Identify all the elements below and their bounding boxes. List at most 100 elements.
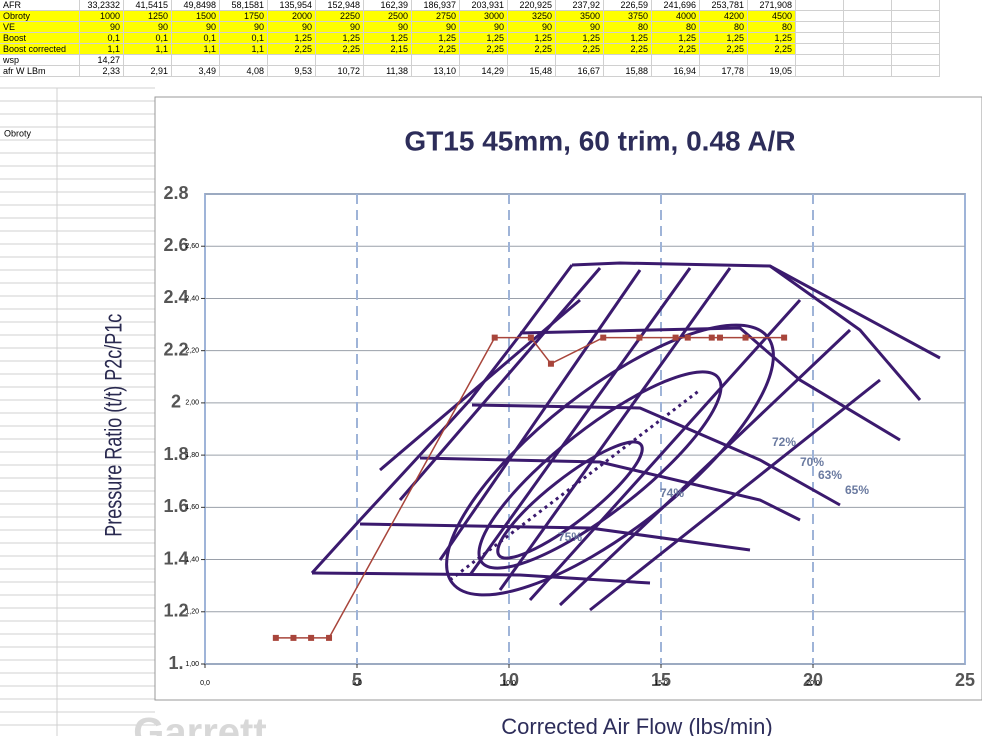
cell bbox=[460, 55, 508, 66]
cell: 186,937 bbox=[412, 0, 460, 11]
cell: 1,25 bbox=[508, 33, 556, 44]
efficiency-label: 75% bbox=[558, 530, 582, 544]
cell: 3000 bbox=[460, 11, 508, 22]
cell: 13,10 bbox=[412, 66, 460, 77]
cell: 90 bbox=[412, 22, 460, 33]
cell bbox=[604, 55, 652, 66]
x-tick-label: 0,0 bbox=[200, 680, 210, 687]
map-x-label: Corrected Air Flow (lbs/min) bbox=[501, 714, 772, 736]
top-line bbox=[571, 261, 941, 360]
cell: AFR bbox=[0, 0, 80, 11]
cell: 14,27 bbox=[80, 55, 124, 66]
series-marker bbox=[272, 634, 279, 641]
cell: 90 bbox=[220, 22, 268, 33]
cell bbox=[892, 55, 940, 66]
cell: 3250 bbox=[508, 11, 556, 22]
series-marker bbox=[491, 334, 498, 341]
cell: 1000 bbox=[80, 11, 124, 22]
cell bbox=[796, 11, 844, 22]
map-y-label: Pressure Ratio (t/t) P2c/P1c bbox=[101, 313, 127, 536]
series-marker bbox=[326, 634, 333, 641]
cell bbox=[892, 33, 940, 44]
cell: 90 bbox=[364, 22, 412, 33]
y-tick-label: 2,40 bbox=[185, 295, 199, 302]
cell: 2000 bbox=[268, 11, 316, 22]
cell: 135,954 bbox=[268, 0, 316, 11]
cell: 49,8498 bbox=[172, 0, 220, 11]
cell: 1,25 bbox=[652, 33, 700, 44]
cell: 1250 bbox=[124, 11, 172, 22]
series-marker bbox=[636, 334, 643, 341]
cell: 16,94 bbox=[652, 66, 700, 77]
cell: 2750 bbox=[412, 11, 460, 22]
efficiency-island bbox=[496, 440, 644, 560]
cell: 4500 bbox=[748, 11, 796, 22]
cell bbox=[796, 66, 844, 77]
cell bbox=[844, 11, 892, 22]
cell bbox=[796, 55, 844, 66]
cell: 14,29 bbox=[460, 66, 508, 77]
cell bbox=[412, 55, 460, 66]
cell: 90 bbox=[316, 22, 364, 33]
contour bbox=[498, 267, 732, 591]
cell: 271,908 bbox=[748, 0, 796, 11]
map-y-tick-label: 1. bbox=[168, 653, 183, 673]
cell: 1,25 bbox=[268, 33, 316, 44]
x-tick-label: 20,0 bbox=[806, 680, 820, 687]
cell: 226,59 bbox=[604, 0, 652, 11]
cell: 241,696 bbox=[652, 0, 700, 11]
cell: 2,25 bbox=[508, 44, 556, 55]
y-tick-label: 1,60 bbox=[185, 504, 199, 511]
map-y-tick-label: 1.6 bbox=[163, 496, 188, 516]
cell bbox=[892, 44, 940, 55]
y-tick-label: 2,00 bbox=[185, 400, 199, 407]
cell: 15,88 bbox=[604, 66, 652, 77]
efficiency-label: 72% bbox=[772, 435, 796, 449]
map-x-tick-label: 5 bbox=[352, 670, 362, 690]
cell: 2250 bbox=[316, 11, 364, 22]
cell bbox=[844, 0, 892, 11]
map-y-tick-label: 2.4 bbox=[163, 287, 188, 307]
contour bbox=[438, 269, 642, 561]
cell: 1,25 bbox=[460, 33, 508, 44]
cell: 1,25 bbox=[604, 33, 652, 44]
x-tick-label: 15,0 bbox=[654, 680, 668, 687]
series-marker bbox=[708, 334, 715, 341]
map-x-tick-label: 15 bbox=[651, 670, 671, 690]
cell: 152,948 bbox=[316, 0, 364, 11]
cell: 1,1 bbox=[124, 44, 172, 55]
cell bbox=[844, 55, 892, 66]
cell: 0,1 bbox=[220, 33, 268, 44]
cell: 2,25 bbox=[652, 44, 700, 55]
cell bbox=[892, 22, 940, 33]
cell: 80 bbox=[700, 22, 748, 33]
map-y-tick-label: 1.4 bbox=[163, 548, 188, 568]
cell bbox=[268, 55, 316, 66]
cell: 2,25 bbox=[316, 44, 364, 55]
cell: 4200 bbox=[700, 11, 748, 22]
map-x-tick-label: 25 bbox=[955, 670, 975, 690]
cell bbox=[364, 55, 412, 66]
note-cell: Obroty bbox=[4, 128, 32, 138]
chart-box bbox=[154, 96, 982, 701]
cell: 3500 bbox=[556, 11, 604, 22]
speed-line bbox=[311, 571, 651, 585]
efficiency-island bbox=[477, 370, 723, 570]
map-y-tick-label: 2.6 bbox=[163, 235, 188, 255]
cell bbox=[844, 22, 892, 33]
cell: 2,33 bbox=[80, 66, 124, 77]
cell: 1,25 bbox=[316, 33, 364, 44]
cell: 1500 bbox=[172, 11, 220, 22]
efficiency-label: 70% bbox=[800, 455, 824, 469]
cell: 15,48 bbox=[508, 66, 556, 77]
cell: 80 bbox=[748, 22, 796, 33]
cell: 2500 bbox=[364, 11, 412, 22]
map-x-tick-label: 10 bbox=[499, 670, 519, 690]
map-title: GT15 45mm, 60 trim, 0.48 A/R bbox=[404, 125, 795, 156]
cell: 17,78 bbox=[700, 66, 748, 77]
contour bbox=[528, 298, 802, 602]
cell bbox=[844, 44, 892, 55]
cell: 0,1 bbox=[172, 33, 220, 44]
cell: 2,15 bbox=[364, 44, 412, 55]
